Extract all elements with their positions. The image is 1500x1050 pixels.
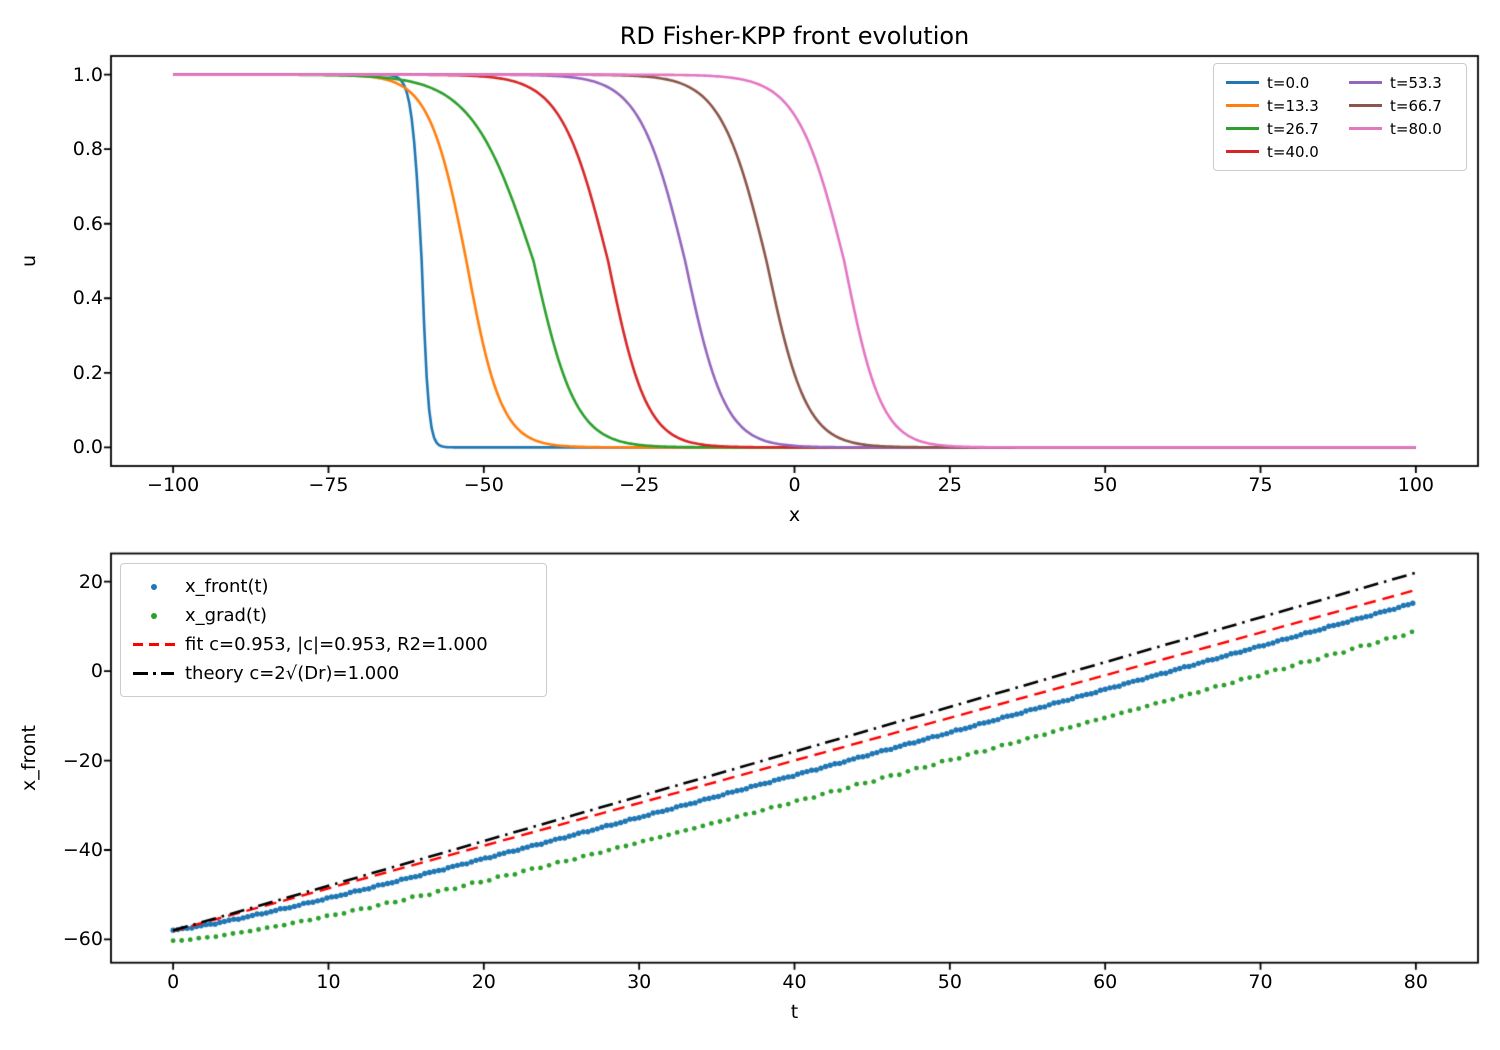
top-x-tick-label: 0 (788, 474, 801, 496)
bottom-x-tick-label: 30 (627, 971, 652, 993)
legend-item: t=0.0 (1226, 71, 1331, 94)
bottom-plot-legend: x_front(t) x_grad(t)fit c=0.953, |c|=0.95… (120, 563, 547, 697)
bottom-y-tick-label: 20 (78, 570, 103, 593)
legend-item-label: t=0.0 (1267, 73, 1310, 92)
top-plot-title: RD Fisher-KPP front evolution (619, 22, 970, 50)
top-y-tick-label: 0.6 (72, 212, 103, 235)
bottom-y-tick-label: −40 (62, 839, 103, 861)
bottom-x-tick-label: 0 (167, 971, 180, 993)
top-plot-xlabel: x (788, 504, 801, 526)
top-x-tick-label: −75 (308, 474, 349, 496)
legend-marker-line (1349, 127, 1382, 130)
legend-item-label: theory c=2√(Dr)=1.000 (185, 663, 400, 684)
top-x-tick-label: −25 (619, 474, 660, 496)
legend-item-label: t=13.3 (1267, 96, 1319, 115)
bottom-plot-ylabel: x_front (18, 725, 40, 791)
top-y-tick-label: 0.2 (72, 361, 103, 384)
bottom-y-tick-label: −60 (62, 928, 103, 951)
top-x-tick-label: 25 (937, 474, 962, 496)
bottom-x-tick-label: 80 (1403, 971, 1428, 993)
legend-item: t=53.3 (1349, 71, 1454, 94)
legend-item-label: t=80.0 (1390, 119, 1442, 138)
top-x-tick-label: 100 (1397, 474, 1434, 496)
legend-item-label: x_front(t) (185, 576, 269, 597)
legend-marker-dashed-line (133, 643, 175, 646)
bottom-y-tick-label: 0 (90, 660, 103, 683)
top-y-tick-label: 0.0 (72, 436, 103, 459)
legend-item: fit c=0.953, |c|=0.953, R2=1.000 (133, 634, 534, 655)
top-x-tick-label: 50 (1093, 474, 1118, 496)
legend-item: t=26.7 (1226, 117, 1331, 140)
legend-item-label: t=26.7 (1267, 119, 1319, 138)
legend-item: x_front(t) (133, 576, 534, 597)
bottom-x-tick-label: 70 (1248, 971, 1273, 993)
legend-marker-line (1226, 81, 1259, 84)
top-y-tick-label: 1.0 (72, 63, 103, 86)
bottom-x-tick-label: 50 (937, 971, 962, 993)
legend-marker-line (1226, 104, 1259, 107)
bottom-y-tick-label: −20 (62, 749, 103, 772)
bottom-x-tick-label: 40 (782, 971, 807, 993)
legend-item-label: fit c=0.953, |c|=0.953, R2=1.000 (185, 634, 488, 655)
legend-item-label: t=53.3 (1390, 73, 1442, 92)
legend-item: t=13.3 (1226, 94, 1331, 117)
top-x-tick-label: −100 (147, 474, 200, 496)
legend-marker-dot (133, 583, 175, 590)
legend-item: t=80.0 (1349, 117, 1454, 140)
top-x-tick-label: 75 (1248, 474, 1273, 496)
top-plot-ylabel: u (18, 254, 40, 268)
legend-marker-dashdot-line (133, 672, 175, 675)
bottom-x-tick-label: 60 (1093, 971, 1118, 993)
top-x-tick-label: −50 (463, 474, 504, 496)
top-plot-legend: t=0.0 t=13.3 t=26.7 t=40.0 t=53.3 t=66.7 t=80.… (1213, 63, 1467, 171)
legend-item: t=40.0 (1226, 140, 1331, 163)
legend-marker-line (1349, 104, 1382, 107)
bottom-x-tick-label: 20 (471, 971, 496, 993)
legend-marker-line (1226, 150, 1259, 153)
legend-marker-line (1349, 81, 1382, 84)
legend-item: theory c=2√(Dr)=1.000 (133, 663, 534, 684)
legend-item: t=66.7 (1349, 94, 1454, 117)
legend-item-label: x_grad(t) (185, 605, 268, 626)
bottom-plot-xlabel: t (790, 1001, 799, 1023)
legend-marker-dot (133, 612, 175, 619)
bottom-x-tick-label: 10 (316, 971, 341, 993)
top-y-tick-label: 0.8 (72, 138, 103, 161)
legend-item: x_grad(t) (133, 605, 534, 626)
top-y-tick-label: 0.4 (72, 287, 103, 310)
legend-marker-line (1226, 127, 1259, 130)
legend-item-label: t=40.0 (1267, 142, 1319, 161)
legend-item-label: t=66.7 (1390, 96, 1442, 115)
